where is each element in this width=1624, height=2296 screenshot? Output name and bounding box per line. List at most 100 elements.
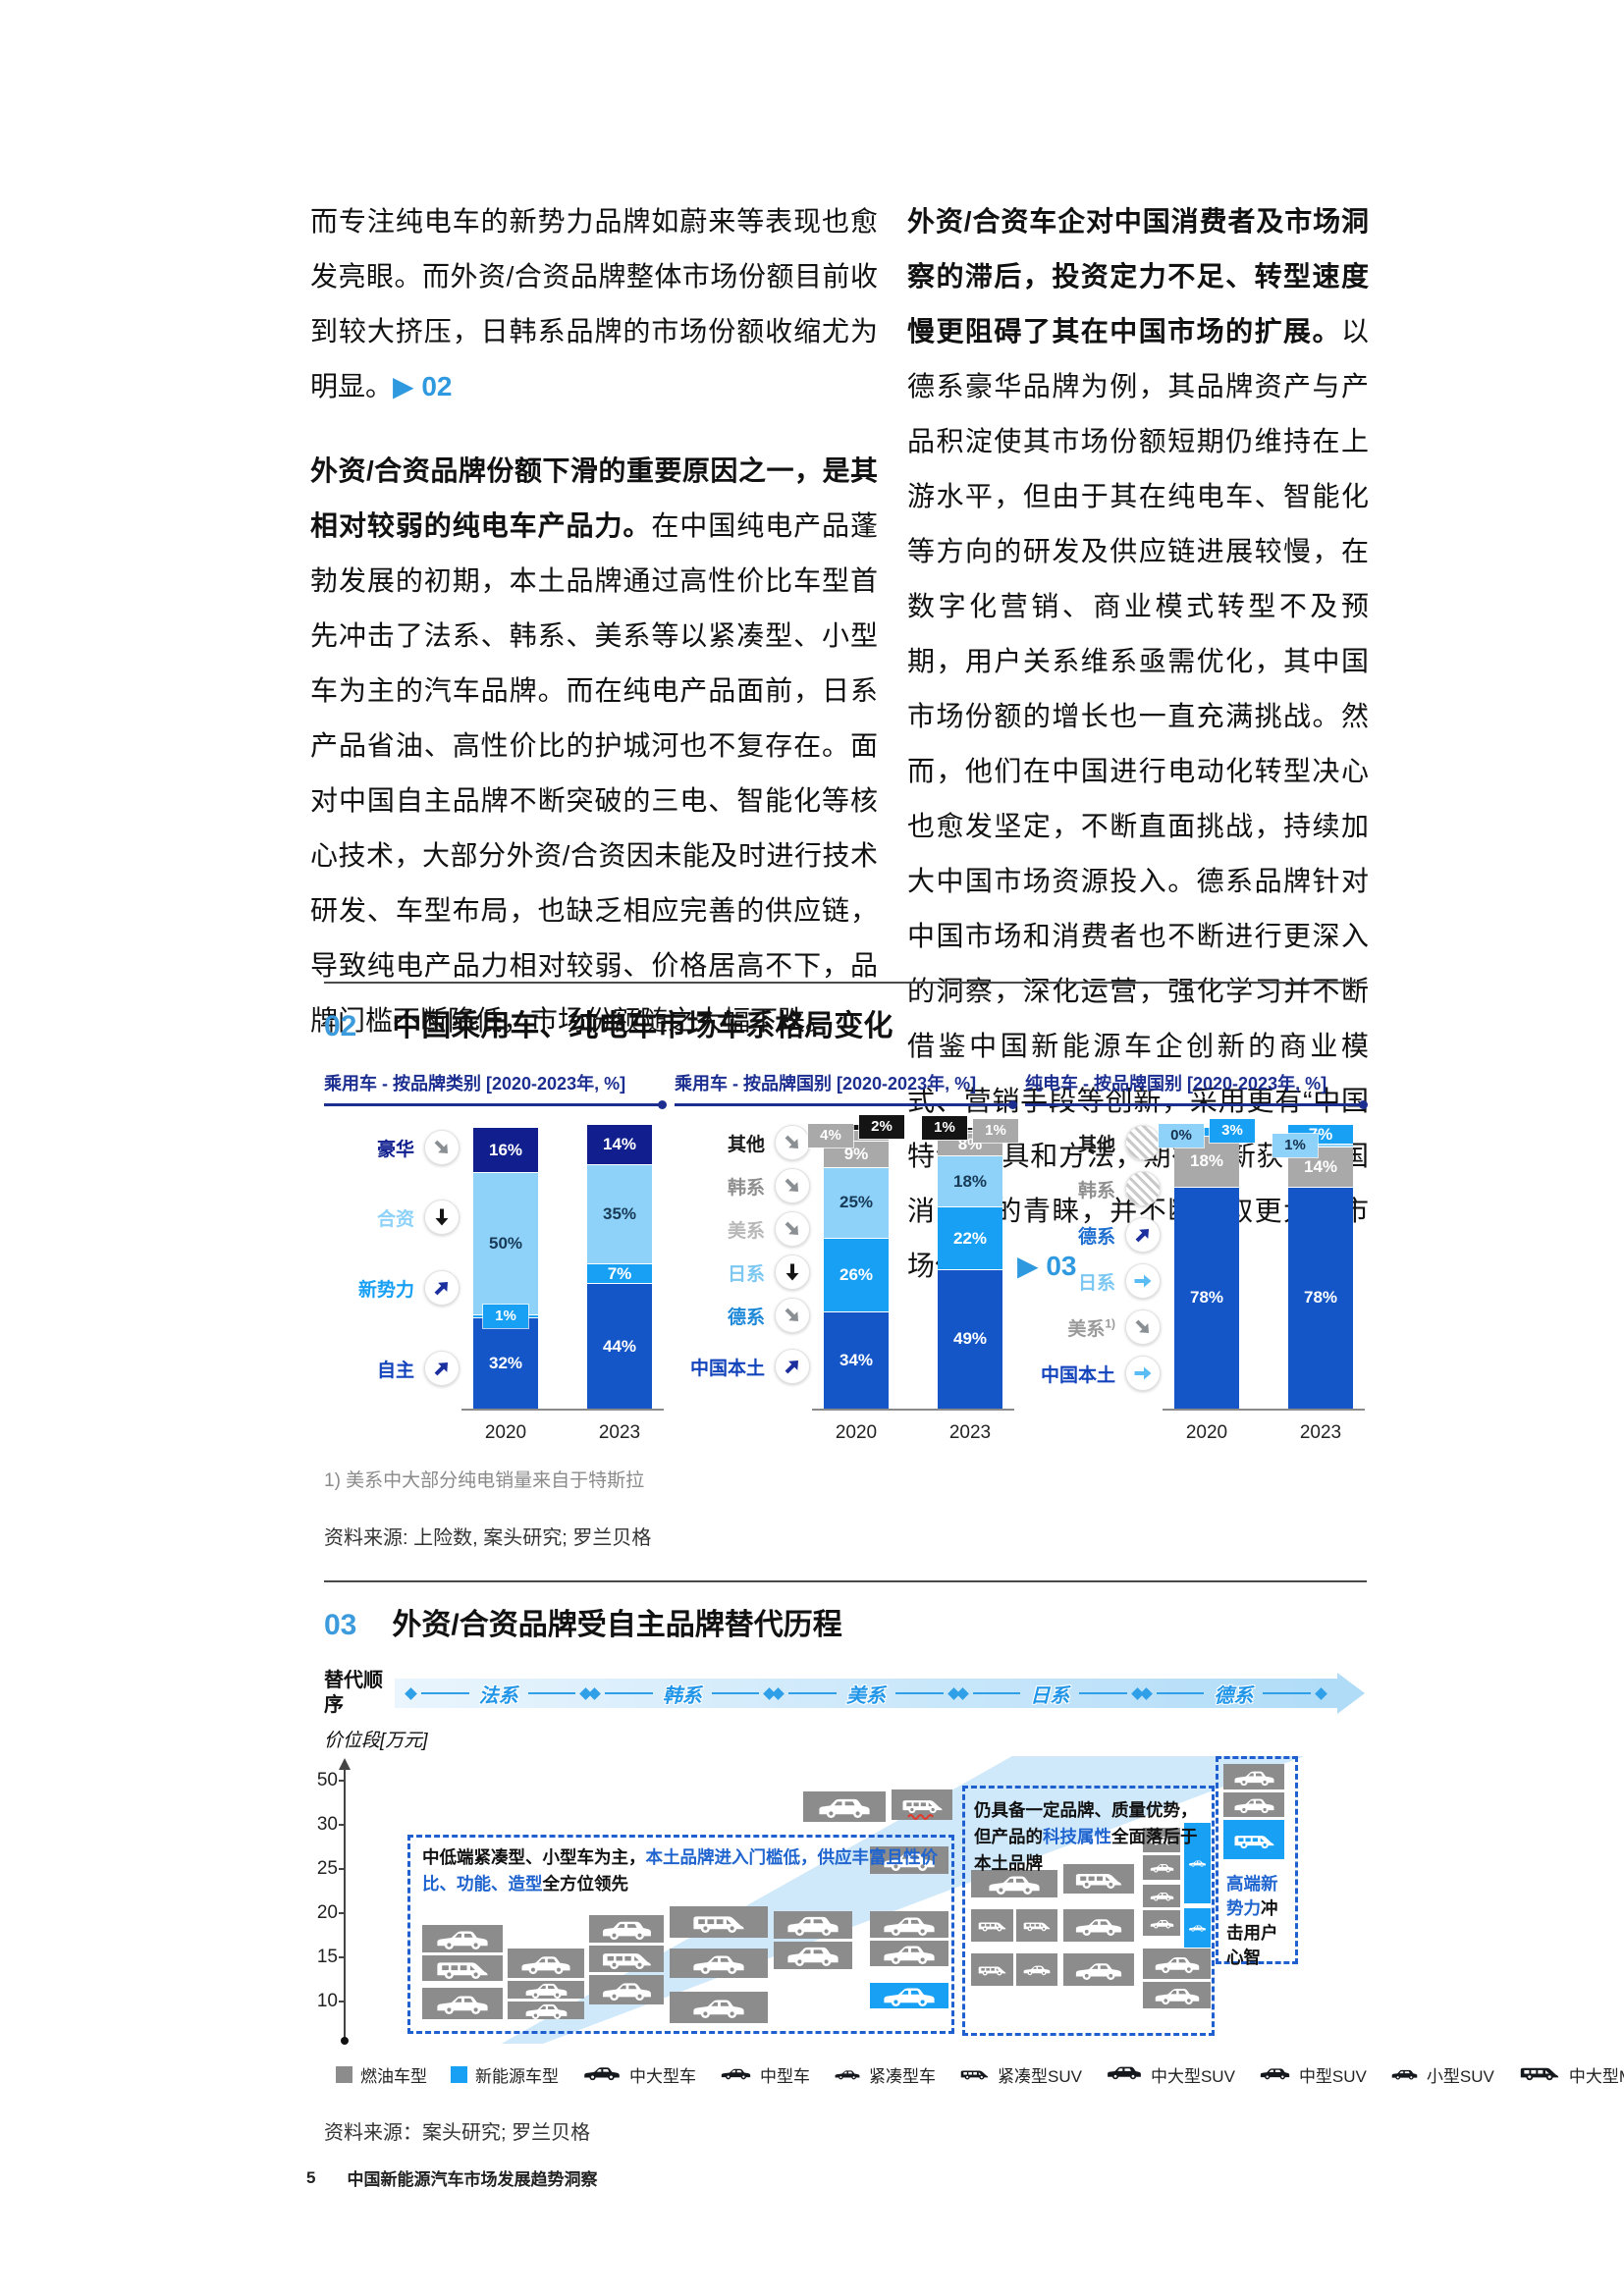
- legend-label: 豪华: [376, 1139, 414, 1160]
- text-run: 以德系豪华品牌为例，其品牌资产与产品积淀使其市场份额短期仍维持在上游水平，但由于…: [907, 316, 1369, 1281]
- axis-tick-label: 25: [316, 1858, 338, 1879]
- chart-baseline: [812, 1409, 1014, 1411]
- figure-03-header: 03 外资/合资品牌受自主品牌替代历程: [324, 1600, 1367, 1643]
- legend-label: 中大型SUV: [1150, 2067, 1235, 2086]
- segment-label: 26%: [839, 1265, 874, 1285]
- legend-sup: 1): [1105, 1316, 1115, 1331]
- stacked-bar-2020: 78% 18% 0% 3%: [1159, 1119, 1255, 1409]
- stacked-bar-2023: 49% 22% 18% 8% 1% 1%: [922, 1116, 1018, 1409]
- car-icon-sedan: [1075, 1918, 1122, 1936]
- bar-segment: 78%: [1174, 1186, 1239, 1409]
- trend-circle: [775, 1125, 810, 1160]
- annotation-text-2: 仍具备一定品牌、质量优势，但产品的科技属性全面落后于本土品牌: [974, 1797, 1208, 1877]
- car-icon-mpv: [902, 1800, 942, 1814]
- car-icon-van: [960, 2069, 989, 2079]
- bar-segment: 44%: [587, 1283, 652, 1409]
- chart-subtitle-text: 乘用车 - 按品牌类别: [324, 1074, 481, 1094]
- legend-car: [582, 2064, 622, 2086]
- legend-item: 其他: [728, 1125, 810, 1160]
- car-icon-compact: [525, 2003, 567, 2020]
- bar-year-label: 2023: [598, 1422, 641, 1443]
- trend-circle: [1125, 1356, 1161, 1391]
- vehicle-tile: [670, 1992, 768, 2023]
- legend-label: 韩系: [1077, 1180, 1115, 1201]
- axis-origin-dot: [341, 2037, 349, 2045]
- timeline-stage: 日系: [955, 1680, 1144, 1708]
- legend-car: [834, 2065, 861, 2085]
- vehicle-tile: [892, 1789, 952, 1820]
- legend-label: 德系: [727, 1307, 765, 1328]
- segment-chip: 0%: [1159, 1123, 1204, 1148]
- chart-subtitle-text: 乘用车 - 按品牌国别: [675, 1074, 832, 1094]
- bar-year-label: 2023: [1299, 1422, 1342, 1443]
- annotation-run: 冲击用户心智: [1226, 1898, 1278, 1967]
- legend-car: [959, 2065, 990, 2085]
- legend-label: 小型SUV: [1426, 2067, 1494, 2086]
- legend-item: 紧凑型SUV: [959, 2062, 1082, 2087]
- text-run: 外资/合资品牌份额下滑的重要原因之一，是其相对较弱的纯电车产品力。: [310, 455, 878, 541]
- hatched-circle-icon: [1125, 1125, 1161, 1160]
- segment-label: 9%: [843, 1144, 869, 1163]
- vehicle-tile: [774, 1911, 852, 1939]
- vehicle-tile: [1143, 1949, 1211, 1979]
- figure-03: 03 外资/合资品牌受自主品牌替代历程 替代顺序 法系 韩系 美系 日系 德系 价位段[…: [317, 1580, 1624, 2145]
- underline-dot-icon: [658, 1100, 667, 1109]
- car-icon-compact: [884, 1988, 935, 2007]
- legend-label: 其他: [727, 1134, 765, 1155]
- segment-label: 44%: [602, 1336, 637, 1356]
- vehicle-tile: [870, 1941, 948, 1966]
- legend-item: 新能源车型: [451, 2062, 559, 2087]
- timeline-line: [1263, 1692, 1312, 1694]
- trend-circle: [775, 1168, 810, 1203]
- car-icon-compact: [437, 1996, 488, 2015]
- annotation-run: 中低端紧凑型、小型车为主，: [422, 1847, 646, 1867]
- car-icon-sedan: [1234, 1771, 1273, 1786]
- paragraph: 外资/合资品牌份额下滑的重要原因之一，是其相对较弱的纯电车产品力。在中国纯电产品…: [310, 444, 878, 1048]
- axis-tick-mark: [339, 1780, 345, 1782]
- car-icon-compact: [693, 2000, 744, 2019]
- car-icon-smallcar: [1234, 1798, 1273, 1814]
- bar-segment: 14%: [587, 1124, 652, 1164]
- trend-right-arrow-icon: [1134, 1366, 1152, 1380]
- legend-label: 燃油车型: [360, 2067, 427, 2086]
- fuel-swatch-icon: [336, 2066, 352, 2083]
- segment-label: 18%: [952, 1171, 988, 1191]
- car-icon-sedan: [989, 1876, 1040, 1896]
- figure-link[interactable]: ▶ 03: [1017, 1251, 1077, 1281]
- car-icon-van: [978, 1966, 1006, 1976]
- legend-label: 韩系: [727, 1177, 765, 1199]
- bar-segment: 7%: [587, 1263, 652, 1284]
- legend-car: [1259, 2065, 1291, 2085]
- segment-label: 35%: [602, 1203, 637, 1223]
- vehicle-tile: [870, 1911, 948, 1938]
- legend-label: 日系: [727, 1263, 765, 1285]
- vehicle-tile: [971, 1909, 1013, 1942]
- car-icon-sedan: [584, 2066, 620, 2080]
- figure-link[interactable]: ▶ 02: [393, 371, 453, 401]
- annotation-box-1: [407, 1835, 954, 2034]
- chart-legend: 其他 韩系 美系 日系 德系 中国本土: [675, 1122, 814, 1409]
- price-axis-label: 价位段[万元]: [324, 1731, 428, 1751]
- bar-segment: 26%: [824, 1238, 889, 1312]
- legend-item: 韩系: [728, 1168, 810, 1203]
- timeline-line: [788, 1692, 838, 1694]
- vehicle-tile: [670, 1949, 768, 1978]
- price-axis-line: [344, 1770, 346, 2041]
- legend-car: [1106, 2064, 1143, 2085]
- trend-se-arrow-icon: [1135, 1319, 1150, 1334]
- car-icon-van: [1023, 1922, 1051, 1932]
- vehicle-tile: [422, 1988, 503, 2019]
- axis-tick-label: 10: [316, 1991, 338, 2011]
- annotation-box-2: [962, 1786, 1215, 2036]
- text-column-right: 外资/合资车企对中国消费者及市场洞察的滞后，投资定力不足、转型速度慢更阻碍了其在…: [907, 194, 1369, 1323]
- diamond-icon: [772, 1686, 785, 1700]
- car-icon-van: [437, 1962, 488, 1980]
- annotation-box-3: [1216, 1756, 1298, 1964]
- legend-item: 中大型SUV: [1106, 2062, 1235, 2087]
- trend-se-arrow-icon: [785, 1135, 799, 1149]
- legend-label: 合资: [376, 1208, 414, 1230]
- paragraph: 而专注纯电车的新势力品牌如蔚来等表现也愈发亮眼。而外资/合资品牌整体市场份额目前…: [310, 194, 878, 414]
- vehicle-tile-nev: [1184, 1823, 1211, 1903]
- legend-car: [1518, 2063, 1561, 2086]
